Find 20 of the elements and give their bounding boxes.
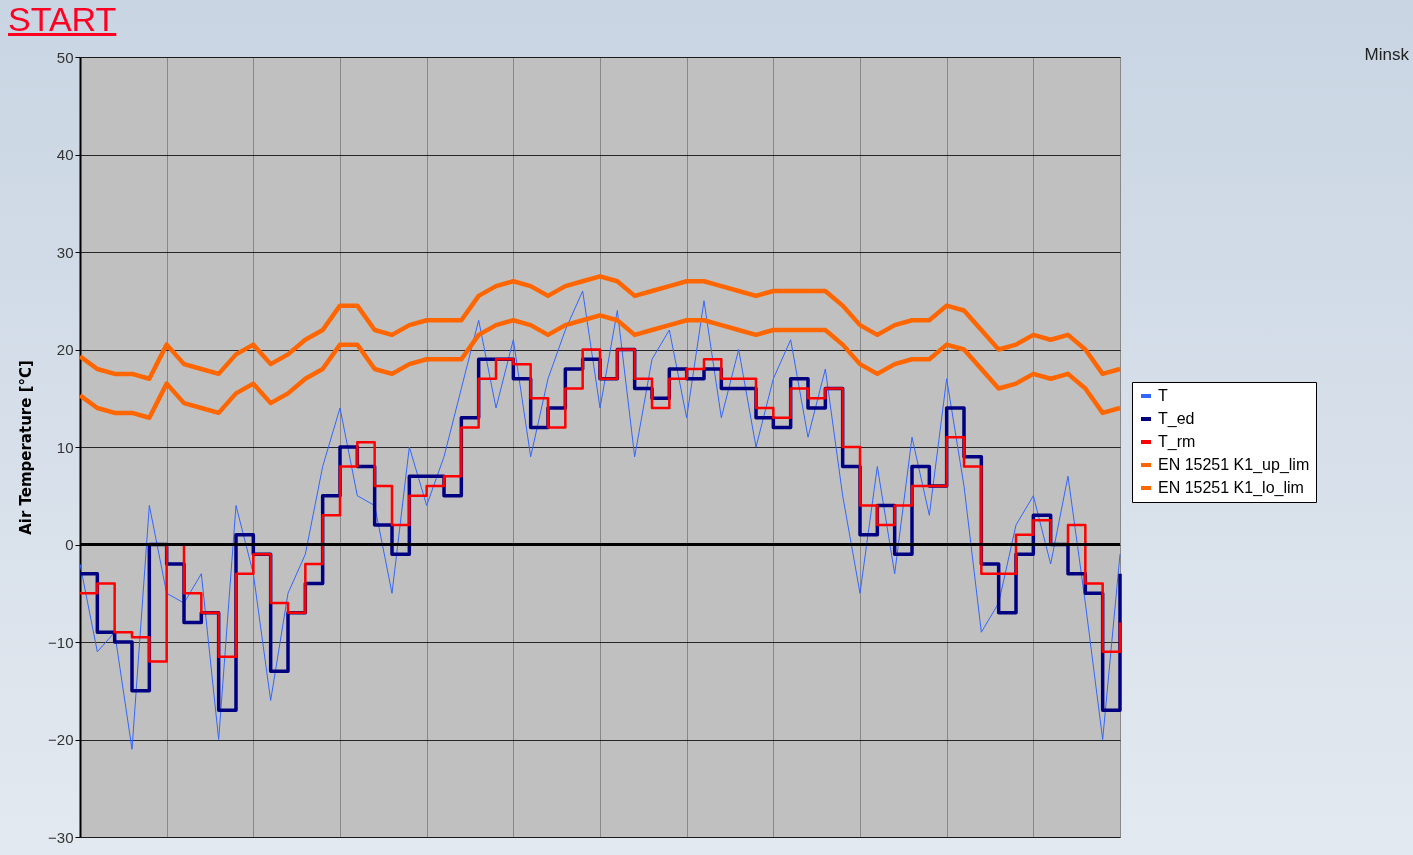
y-tick-label: 0 (65, 536, 74, 553)
legend-label: EN 15251 K1_up_lim (1158, 456, 1310, 474)
legend-label: T_rm (1158, 433, 1196, 451)
y-axis-title: Air Temperature [°C] (17, 360, 36, 535)
text: Minsk (1364, 45, 1409, 65)
line-series (77, 274, 1123, 381)
legend-label: EN 15251 K1_lo_lim (1158, 479, 1304, 497)
legend-label: T_ed (1158, 410, 1195, 428)
line-series (77, 313, 1123, 420)
line-series (79, 290, 1121, 750)
y-tick-label: 40 (56, 146, 74, 163)
y-tick-label: 20 (56, 341, 74, 358)
text: START (8, 0, 117, 38)
y-tick-label: 50 (56, 48, 74, 66)
y-tick-label: −10 (48, 633, 74, 651)
y-tick-label: 10 (56, 438, 74, 456)
y-tick-label: −30 (48, 828, 74, 846)
y-tick-label: −20 (48, 731, 74, 748)
legend-label: T (1158, 387, 1168, 404)
y-tick-label: 30 (56, 243, 74, 261)
